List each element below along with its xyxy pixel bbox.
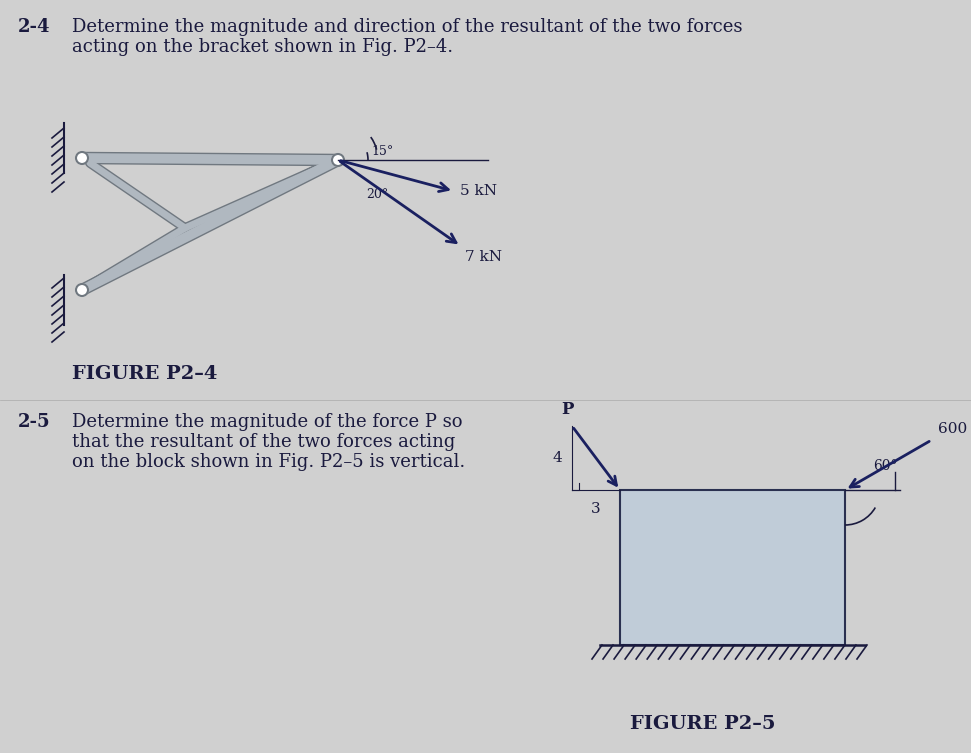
Text: 60°: 60° xyxy=(873,459,897,473)
Circle shape xyxy=(332,154,344,166)
Bar xyxy=(620,490,845,645)
Text: FIGURE P2–5: FIGURE P2–5 xyxy=(630,715,776,733)
Circle shape xyxy=(76,152,88,164)
Text: 4: 4 xyxy=(552,451,562,465)
Text: 15°: 15° xyxy=(371,145,393,158)
Text: FIGURE P2–4: FIGURE P2–4 xyxy=(72,365,218,383)
Text: Determine the magnitude of the force P so: Determine the magnitude of the force P s… xyxy=(72,413,462,431)
Text: acting on the bracket shown in Fig. P2–4.: acting on the bracket shown in Fig. P2–4… xyxy=(72,38,453,56)
Text: 2-5: 2-5 xyxy=(18,413,50,431)
Text: 3: 3 xyxy=(591,502,601,516)
Text: 7 kN: 7 kN xyxy=(465,250,502,264)
Text: 2-4: 2-4 xyxy=(18,18,50,36)
Text: Determine the magnitude and direction of the resultant of the two forces: Determine the magnitude and direction of… xyxy=(72,18,743,36)
Text: on the block shown in Fig. P2–5 is vertical.: on the block shown in Fig. P2–5 is verti… xyxy=(72,453,465,471)
Text: that the resultant of the two forces acting: that the resultant of the two forces act… xyxy=(72,433,455,451)
Circle shape xyxy=(76,284,88,296)
Text: 20°: 20° xyxy=(366,188,388,201)
Text: P: P xyxy=(561,401,573,418)
Text: 5 kN: 5 kN xyxy=(460,184,497,198)
Text: 600 N: 600 N xyxy=(938,422,971,436)
